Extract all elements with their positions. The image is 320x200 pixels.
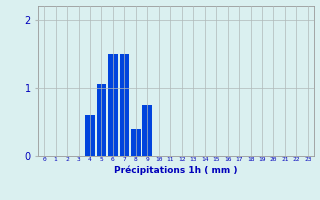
Bar — [97, 84, 106, 156]
Bar — [131, 129, 141, 156]
Bar — [108, 54, 118, 156]
Bar — [142, 105, 152, 156]
X-axis label: Précipitations 1h ( mm ): Précipitations 1h ( mm ) — [114, 165, 238, 175]
Bar — [120, 54, 129, 156]
Bar — [85, 115, 95, 156]
